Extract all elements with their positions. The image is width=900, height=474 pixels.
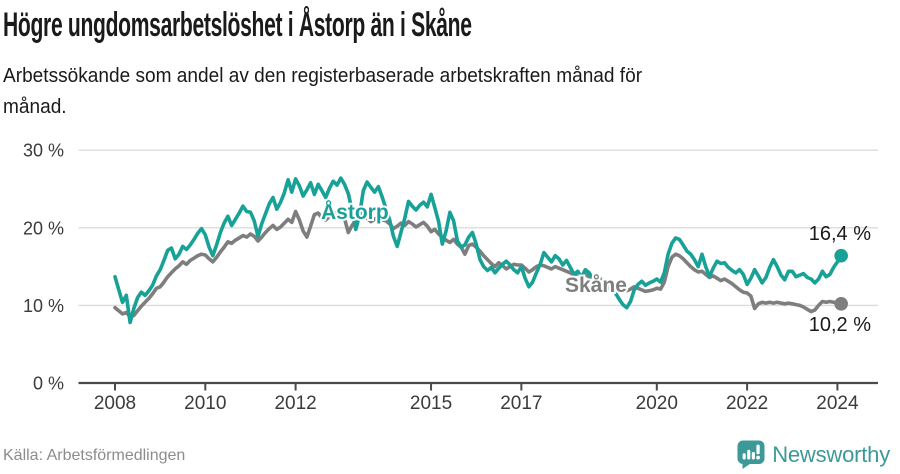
x-tick-label-2008: 2008 [94,393,136,414]
series-line-astorp [113,176,844,325]
x-tick-label-2012: 2012 [274,393,316,414]
end-value-label-skane: 10,2 % [809,314,871,336]
x-tick-label-2022: 2022 [726,393,768,414]
y-tick-label-0: 0 % [33,374,64,394]
y-tick-label-30: 30 % [23,141,64,161]
end-dot-astorp [834,248,848,263]
page-title: Högre ungdomsarbetslöshet i Åstorp än i … [3,6,472,44]
x-tick-label-2010: 2010 [184,393,226,414]
chart-subtitle: Arbetssökande som andel av den registerb… [3,64,643,118]
end-dot-skane [834,297,848,311]
x-tick-label-2024: 2024 [816,393,859,414]
y-tick-label-10: 10 % [23,296,64,316]
bar-chart-speech-bubble-icon [737,440,765,469]
series-label-astorp: Åstorp [321,200,389,224]
brand-name: Newsworthy [772,442,890,467]
source-note: Källa: Arbetsförmedlingen [3,447,186,464]
x-tick-label-2015: 2015 [410,393,452,414]
x-tick-label-2017: 2017 [500,393,542,414]
x-tick-label-2020: 2020 [636,393,678,414]
newsworthy-logo[interactable]: Newsworthy [737,440,890,470]
end-value-label-astorp: 16,4 % [809,223,871,245]
series-label-skane: Skåne [565,274,627,297]
y-tick-label-20: 20 % [23,218,64,238]
